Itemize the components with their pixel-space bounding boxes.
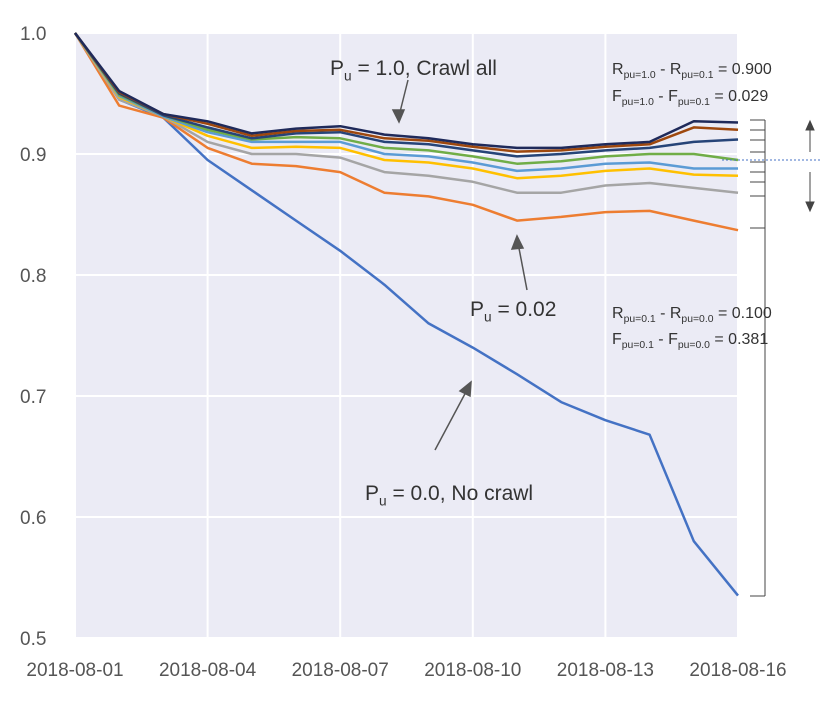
annotation-part: pu=0.1 [681,70,713,81]
series-line [73,32,739,180]
x-tick-label: 2018-08-01 [26,660,123,681]
annotation-part: = 0.02 [492,298,557,321]
annotation: Pu = 1.0, Crawl all [330,57,497,83]
y-tick-label: 0.6 [20,508,46,529]
annotation-part: pu=1.0 [622,97,654,108]
series-line [74,32,739,150]
x-tick-label: 2018-08-04 [159,660,257,681]
annotation-part: = 0.0, No crawl [387,482,533,505]
annotation-part: pu=1.0 [624,70,656,81]
y-tick-label: 0.5 [20,629,46,650]
annotation: Fpu=1.0 - Fpu=0.1 = 0.029 [612,88,768,108]
annotation-part: pu=0.0 [681,314,713,325]
annotation-part: P [330,57,344,80]
series-line [73,32,739,597]
x-tick-label: 2018-08-13 [557,660,654,681]
annotation-part: u [379,493,387,508]
annotation-part: - F [654,331,678,348]
annotation-arrows [391,79,528,451]
annotation: Pu = 0.0, No crawl [365,482,533,508]
annotation-part: P [470,298,484,321]
series-line [73,32,739,232]
annotation-part: pu=0.1 [624,314,656,325]
annotation-part: = 0.381 [710,331,768,348]
annotation-part: = 1.0, Crawl all [352,57,497,80]
series-line [73,32,738,173]
x-tick-label: 2018-08-10 [424,660,521,681]
annotation-part: pu=0.1 [678,97,710,108]
x-tick-label: 2018-08-07 [292,660,389,681]
annotation-part: pu=0.0 [678,340,710,351]
annotation-part: = 0.029 [710,88,768,105]
annotation-part: = 0.100 [714,305,772,322]
annotation-part: F [612,331,622,348]
annotation-part: F [612,88,622,105]
annotation-part: pu=0.1 [622,340,654,351]
annotation: Pu = 0.02 [470,298,556,324]
annotation: Fpu=0.1 - Fpu=0.0 = 0.381 [612,331,768,351]
y-tick-label: 0.7 [20,387,46,408]
brackets [750,119,815,597]
y-tick-label: 0.9 [20,145,46,166]
annotation: Rpu=1.0 - Rpu=0.1 = 0.900 [612,61,772,81]
annotation-part: - R [656,61,682,78]
annotation-part: R [612,305,624,322]
x-tick-label: 2018-08-16 [689,660,786,681]
annotation-part: - R [656,305,682,322]
annotation-part: - F [654,88,678,105]
annotation-part: R [612,61,624,78]
annotation-part: u [344,68,352,83]
y-tick-label: 1.0 [20,24,46,45]
series-line [73,32,739,158]
annotation-part: P [365,482,379,505]
annotation-part: = 0.900 [714,61,772,78]
y-tick-label: 0.8 [20,266,46,287]
annotation: Rpu=0.1 - Rpu=0.0 = 0.100 [612,305,772,325]
annotation-part: u [484,309,492,324]
series-line [73,32,739,194]
